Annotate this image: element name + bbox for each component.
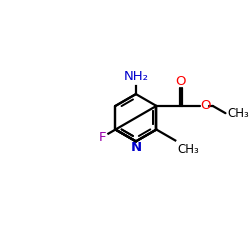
Text: N: N bbox=[130, 141, 141, 154]
Text: CH₃: CH₃ bbox=[227, 107, 249, 120]
Text: F: F bbox=[98, 131, 106, 144]
Text: NH₂: NH₂ bbox=[124, 70, 148, 83]
Text: O: O bbox=[176, 75, 186, 88]
Text: CH₃: CH₃ bbox=[177, 143, 199, 156]
Text: O: O bbox=[200, 100, 211, 112]
